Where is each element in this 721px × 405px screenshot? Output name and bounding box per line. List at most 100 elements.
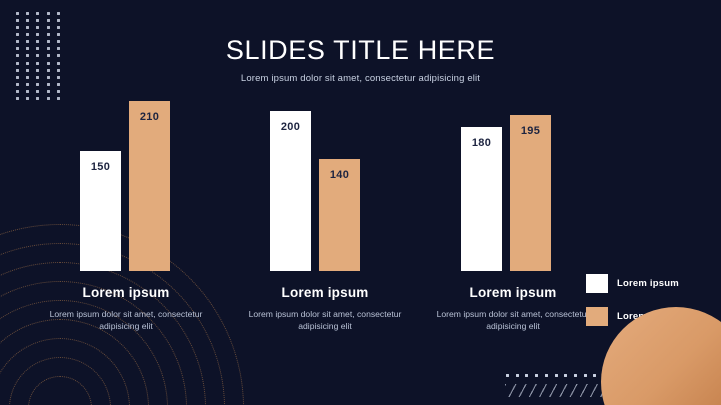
legend-item-series-1[interactable]: Lorem ipsum bbox=[586, 274, 679, 293]
row-dot bbox=[544, 374, 548, 377]
row-dot bbox=[554, 374, 558, 377]
grid-dot bbox=[26, 61, 30, 65]
bar-series-1-item-3[interactable]: 180 bbox=[461, 127, 502, 271]
grid-dot bbox=[15, 82, 19, 86]
grid-dot bbox=[26, 40, 30, 44]
grid-dot bbox=[15, 19, 19, 23]
grid-dot bbox=[36, 47, 40, 51]
bar-series-2-item-1[interactable]: 210 bbox=[129, 101, 170, 271]
grid-dot bbox=[36, 33, 40, 37]
row-dot bbox=[564, 374, 568, 377]
grid-dot bbox=[26, 26, 30, 30]
grid-dot bbox=[46, 89, 50, 93]
grid-dot bbox=[15, 75, 19, 79]
bar-group-1-description: Lorem ipsum dolor sit amet, consectetur … bbox=[49, 309, 203, 332]
grid-dot bbox=[46, 40, 50, 44]
row-dot bbox=[515, 374, 519, 377]
bar-fill bbox=[80, 151, 121, 271]
grid-dot bbox=[46, 61, 50, 65]
grid-dot bbox=[15, 40, 19, 44]
grid-dot bbox=[15, 61, 19, 65]
bar-fill bbox=[319, 159, 360, 271]
bar-series-2-item-2[interactable]: 140 bbox=[319, 159, 360, 271]
bar-group-3-description: Lorem ipsum dolor sit amet, consectetur … bbox=[436, 309, 590, 332]
grid-dot bbox=[26, 82, 30, 86]
grid-dot bbox=[46, 68, 50, 72]
bar-group-3-caption: Lorem ipsum Lorem ipsum dolor sit amet, … bbox=[428, 285, 598, 333]
page-title: SLIDES TITLE HERE bbox=[225, 35, 496, 65]
grid-dot bbox=[15, 26, 19, 30]
grid-dot bbox=[46, 96, 50, 100]
grid-dot bbox=[36, 12, 40, 16]
grid-dot bbox=[57, 61, 61, 65]
row-dot bbox=[583, 374, 587, 377]
grid-dot bbox=[46, 54, 50, 58]
grid-dot bbox=[15, 96, 19, 100]
grid-dot bbox=[26, 75, 30, 79]
grid-dot bbox=[15, 68, 19, 72]
grid-dot bbox=[26, 19, 30, 23]
bar-fill bbox=[270, 111, 311, 271]
grid-dot bbox=[26, 33, 30, 37]
grid-dot bbox=[46, 82, 50, 86]
grid-dot bbox=[46, 47, 50, 51]
grid-dot bbox=[46, 75, 50, 79]
bar-group-2-bars: 200 140 bbox=[270, 111, 360, 271]
grid-dot bbox=[15, 54, 19, 58]
grid-dot bbox=[36, 40, 40, 44]
grid-dot bbox=[57, 96, 61, 100]
grid-dot bbox=[57, 54, 61, 58]
bar-group-1-bars: 150 210 bbox=[80, 101, 170, 271]
grid-dot bbox=[46, 12, 50, 16]
grid-dot bbox=[57, 33, 61, 37]
bar-group-3-bars: 180 195 bbox=[461, 115, 551, 271]
grid-dot bbox=[15, 47, 19, 51]
grid-dot bbox=[46, 33, 50, 37]
grid-dot bbox=[57, 12, 61, 16]
bar-fill bbox=[510, 115, 551, 271]
bar-value-label: 200 bbox=[280, 121, 301, 133]
grid-dot bbox=[36, 89, 40, 93]
bar-group-2-description: Lorem ipsum dolor sit amet, consectetur … bbox=[248, 309, 402, 332]
grid-dot bbox=[36, 54, 40, 58]
bar-value-label: 210 bbox=[139, 111, 160, 123]
grid-dot bbox=[26, 96, 30, 100]
bar-series-2-item-3[interactable]: 195 bbox=[510, 115, 551, 271]
row-dot bbox=[525, 374, 529, 377]
grid-dot bbox=[36, 26, 40, 30]
row-dot bbox=[574, 374, 578, 377]
bar-group-3-heading: Lorem ipsum bbox=[469, 285, 557, 300]
bar-value-label: 195 bbox=[520, 125, 541, 137]
row-dot bbox=[506, 374, 509, 377]
grid-dot bbox=[36, 75, 40, 79]
row-dot bbox=[535, 374, 539, 377]
grid-dot bbox=[57, 82, 61, 86]
grid-dot bbox=[26, 89, 30, 93]
grid-dot bbox=[36, 19, 40, 23]
legend-item-label: Lorem ipsum bbox=[617, 278, 679, 289]
dot-row-decoration bbox=[506, 374, 616, 378]
row-dot bbox=[593, 374, 597, 377]
bar-group-1-heading: Lorem ipsum bbox=[82, 285, 170, 300]
grid-dot bbox=[57, 75, 61, 79]
grid-dot bbox=[57, 19, 61, 23]
grid-dot bbox=[15, 33, 19, 37]
slide-header: SLIDES TITLE HERE Lorem ipsum dolor sit … bbox=[0, 35, 721, 85]
grid-dot bbox=[26, 47, 30, 51]
bar-value-label: 150 bbox=[90, 161, 111, 173]
legend-swatch-icon bbox=[586, 274, 608, 293]
grid-dot bbox=[46, 19, 50, 23]
grid-dot bbox=[15, 12, 19, 16]
grid-dot bbox=[57, 89, 61, 93]
grid-dot bbox=[57, 26, 61, 30]
grid-dot bbox=[26, 12, 30, 16]
bar-value-label: 180 bbox=[471, 137, 492, 149]
grid-dot bbox=[57, 40, 61, 44]
legend-swatch-icon bbox=[586, 307, 608, 326]
bar-fill bbox=[129, 101, 170, 271]
bar-series-1-item-1[interactable]: 150 bbox=[80, 151, 121, 271]
grid-dot bbox=[26, 54, 30, 58]
bar-series-1-item-2[interactable]: 200 bbox=[270, 111, 311, 271]
